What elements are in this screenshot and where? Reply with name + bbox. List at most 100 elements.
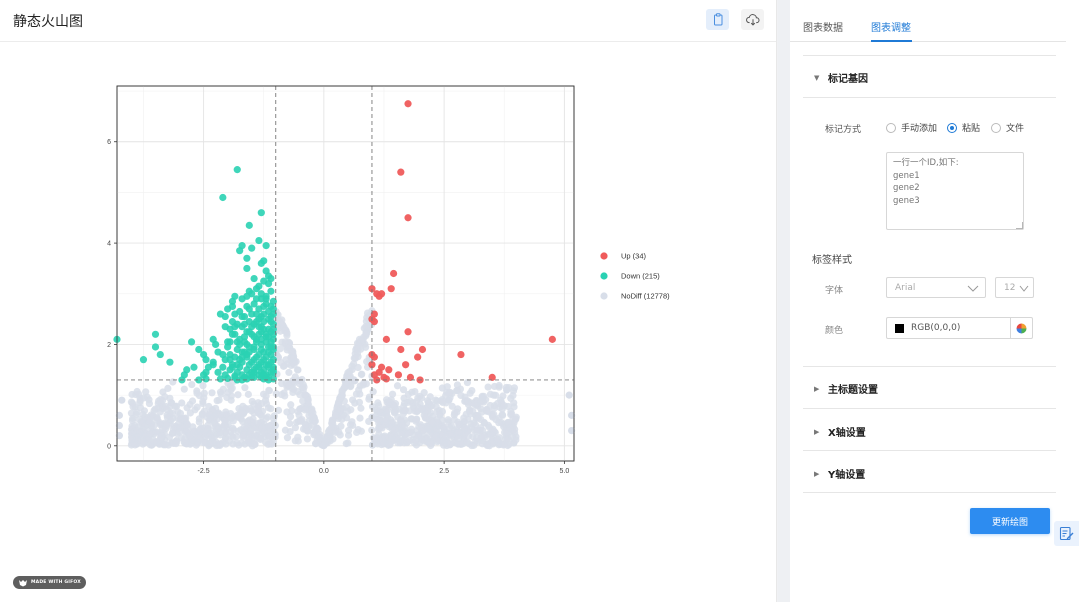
color-label: 颜色 (825, 326, 844, 336)
point-up (385, 366, 393, 374)
point-nodiff (432, 425, 441, 433)
section-x-axis-header[interactable]: ▶ X轴设置 (814, 424, 866, 440)
radio-circle[interactable] (886, 122, 896, 133)
color-input[interactable]: RGB(0,0,0) (886, 317, 1011, 339)
section-title: X轴设置 (828, 428, 866, 439)
point-nodiff (345, 368, 354, 376)
point-nodiff (454, 434, 462, 442)
chevron-down-icon (967, 285, 979, 292)
point-nodiff (283, 434, 292, 442)
point-nodiff (448, 402, 456, 410)
radio-file[interactable]: 文件 (991, 121, 1024, 134)
point-nodiff (362, 380, 370, 388)
point-nodiff (233, 439, 241, 447)
textarea-resize-handle[interactable] (1016, 222, 1023, 229)
point-nodiff (418, 394, 426, 402)
point-nodiff (195, 427, 204, 435)
point-down (151, 343, 160, 351)
point-nodiff (501, 428, 509, 437)
radio-manual-add[interactable]: 手动添加 (886, 121, 937, 134)
point-nodiff (196, 436, 204, 444)
point-nodiff (490, 410, 498, 418)
point-down (228, 330, 237, 338)
tab-chart-data[interactable]: 图表数据 (803, 23, 843, 34)
radio-circle[interactable] (991, 122, 1001, 133)
point-nodiff (439, 398, 447, 407)
page-title: 静态火山图 (13, 14, 83, 30)
point-down (245, 221, 253, 229)
radio-label: 粘贴 (962, 124, 981, 134)
point-nodiff (362, 332, 370, 340)
point-nodiff (175, 428, 183, 436)
x-tick-label: 5.0 (560, 468, 570, 475)
point-nodiff (490, 427, 498, 436)
point-nodiff (491, 391, 500, 399)
point-nodiff (464, 432, 473, 440)
point-down (257, 259, 265, 267)
point-nodiff (283, 329, 291, 337)
point-nodiff (438, 384, 446, 392)
point-nodiff (181, 435, 189, 443)
point-nodiff (398, 429, 406, 437)
label-style-title: 标签样式 (812, 255, 852, 266)
point-nodiff (390, 436, 398, 444)
point-nodiff (504, 418, 513, 427)
point-down (260, 302, 268, 311)
radio-circle[interactable] (947, 122, 957, 133)
font-family-select[interactable]: Arial (886, 277, 986, 298)
point-nodiff (432, 431, 440, 440)
point-nodiff (510, 384, 518, 392)
point-down (255, 363, 263, 371)
point-down (216, 375, 225, 383)
point-nodiff (312, 440, 320, 448)
point-nodiff (146, 441, 154, 449)
point-nodiff (428, 401, 436, 410)
point-nodiff (454, 405, 462, 413)
point-nodiff (353, 428, 361, 437)
feedback-button[interactable] (1054, 521, 1079, 546)
point-nodiff (133, 408, 141, 416)
font-size-select[interactable]: 12 (995, 277, 1034, 298)
y-tick-label: 6 (107, 139, 111, 146)
point-nodiff (215, 396, 223, 404)
point-nodiff (281, 426, 290, 434)
point-nodiff (406, 397, 414, 405)
point-nodiff (466, 389, 474, 397)
color-picker-button[interactable] (1011, 317, 1033, 339)
settings-panel: 图表数据 图表调整 ▼ 标记基因 标记方式 手动添加 粘贴 文件 标签样式 字体… (790, 0, 1079, 602)
point-nodiff (457, 391, 465, 400)
point-nodiff (347, 406, 355, 414)
divider (803, 55, 1056, 56)
x-tick-label: -2.5 (198, 468, 210, 475)
download-button[interactable] (741, 9, 764, 30)
point-nodiff (567, 411, 576, 419)
point-nodiff (267, 405, 275, 413)
point-nodiff (411, 387, 419, 396)
point-down (267, 343, 275, 351)
gene-id-textarea[interactable] (886, 152, 1024, 230)
legend-marker (600, 252, 608, 260)
tab-chart-adjust[interactable]: 图表调整 (871, 23, 911, 34)
section-y-axis-header[interactable]: ▶ Y轴设置 (814, 466, 865, 482)
font-size-value: 12 (1004, 282, 1016, 293)
section-marker-genes-header[interactable]: ▼ 标记基因 (814, 70, 868, 86)
point-down (224, 343, 232, 351)
radio-label: 文件 (1006, 124, 1025, 134)
point-nodiff (193, 389, 201, 397)
point-nodiff (156, 435, 164, 444)
copy-button[interactable] (706, 9, 729, 30)
radio-paste[interactable]: 粘贴 (947, 121, 980, 134)
point-nodiff (294, 387, 302, 396)
point-down (139, 356, 148, 364)
point-down (231, 310, 239, 318)
update-plot-button[interactable]: 更新绘图 (970, 508, 1050, 534)
point-nodiff (498, 405, 506, 413)
point-down (257, 290, 265, 298)
point-down (233, 166, 241, 174)
point-down (250, 373, 258, 381)
point-nodiff (484, 383, 492, 391)
point-down (166, 358, 174, 366)
point-nodiff (498, 411, 507, 419)
point-nodiff (356, 414, 364, 422)
section-main-title-header[interactable]: ▶ 主标题设置 (814, 381, 878, 397)
